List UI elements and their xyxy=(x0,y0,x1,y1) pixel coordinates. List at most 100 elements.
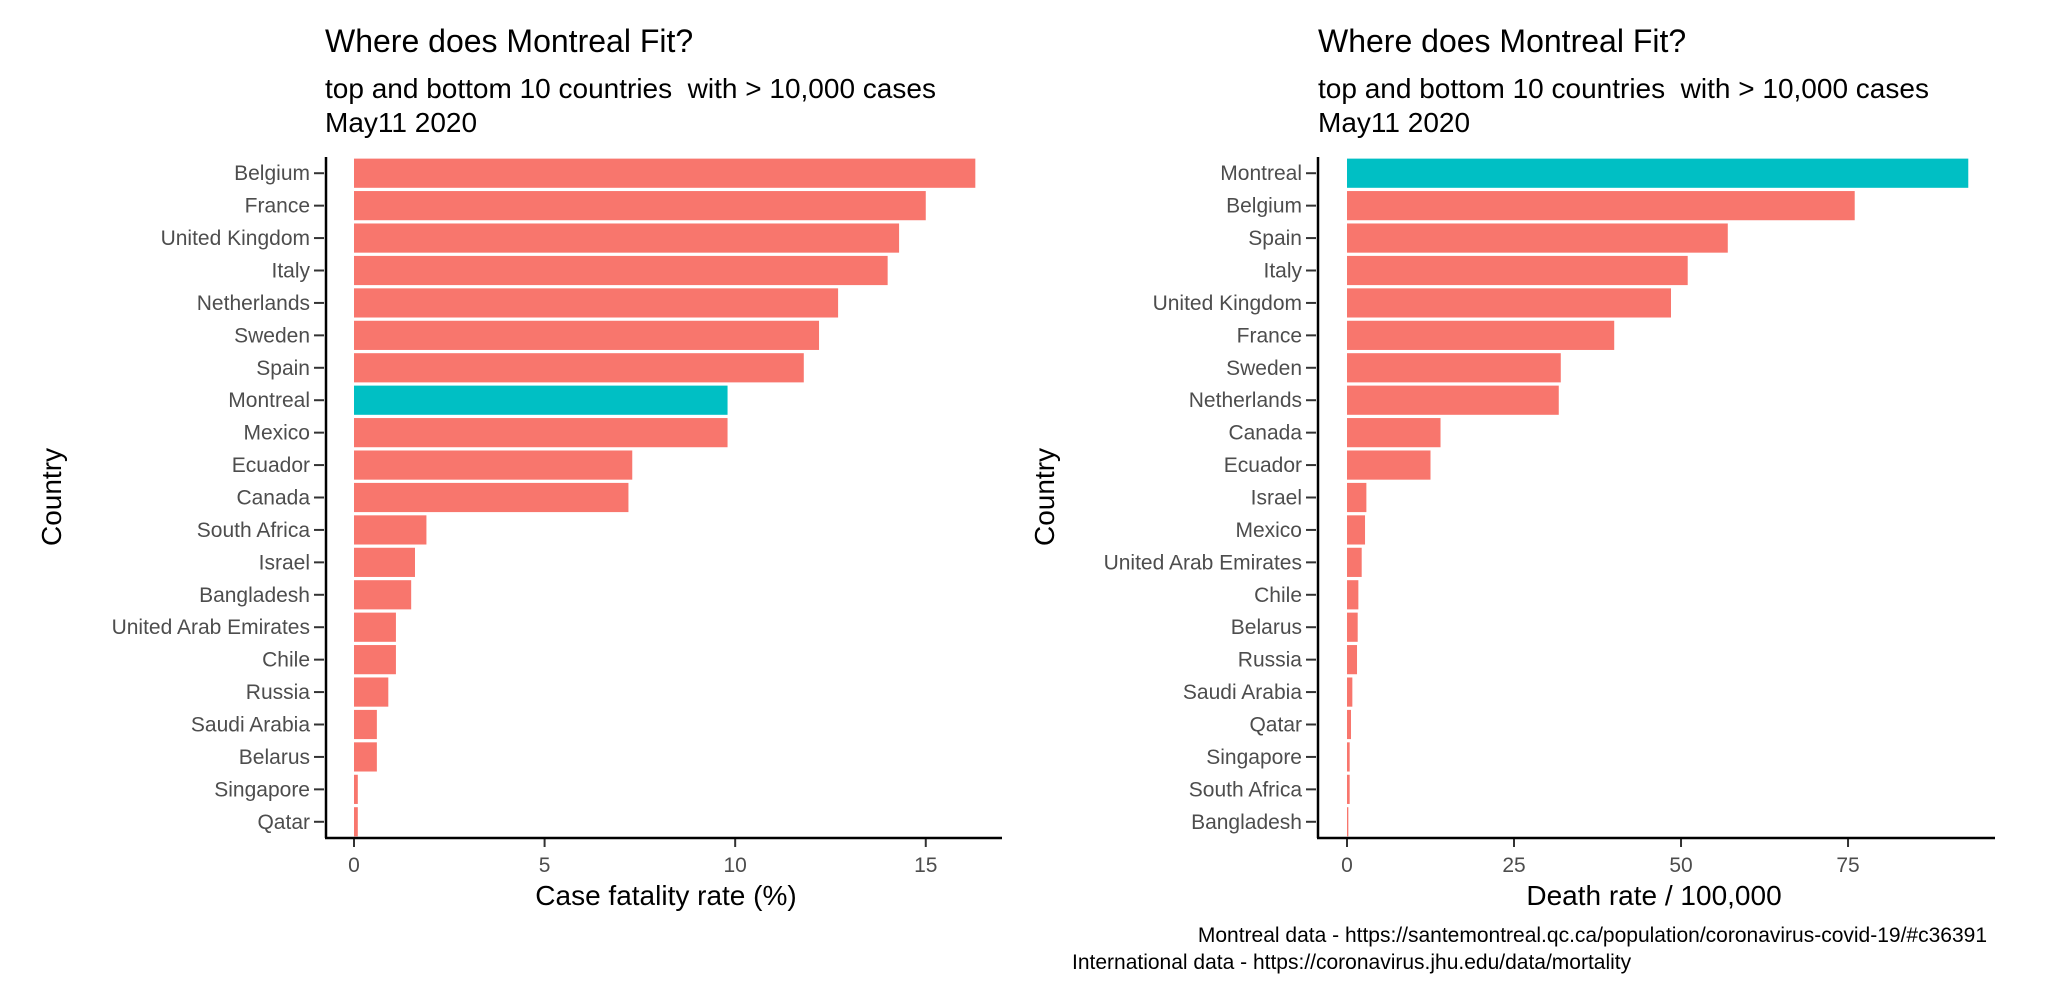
bar-russia xyxy=(1347,645,1358,675)
category-label-russia: Russia xyxy=(246,681,311,704)
x-axis-title: Death rate / 100,000 xyxy=(1526,880,1781,911)
bar-united-kingdom xyxy=(354,223,900,253)
category-label-qatar: Qatar xyxy=(257,811,310,834)
category-label-sweden: Sweden xyxy=(234,324,310,347)
category-label-saudi-arabia: Saudi Arabia xyxy=(1183,681,1302,704)
bar-mexico xyxy=(1347,515,1366,545)
caption-line2: International data - https://coronavirus… xyxy=(1072,951,1632,974)
bar-ecuador xyxy=(1347,450,1431,480)
category-labels: Belgium France United Kingdom Italy Netherla… xyxy=(112,162,324,834)
chart-case-fatality: Where does Montreal Fit? top and bottom … xyxy=(36,23,1002,911)
bar-spain xyxy=(1347,223,1728,253)
category-label-singapore: Singapore xyxy=(1206,746,1302,769)
bar-united-arab-emirates xyxy=(1347,547,1362,577)
chart-title: Where does Montreal Fit? xyxy=(325,23,693,59)
category-label-united-arab-emirates: United Arab Emirates xyxy=(112,616,310,639)
bar-south-africa xyxy=(1347,774,1350,804)
bar-qatar xyxy=(1347,709,1352,740)
chart-subtitle-line2: May11 2020 xyxy=(1318,107,1470,138)
bar-south-africa xyxy=(354,515,427,545)
bar-canada xyxy=(354,482,629,513)
category-label-sweden: Sweden xyxy=(1226,357,1302,380)
chart-subtitle-line1: top and bottom 10 countries with > 10,00… xyxy=(1318,73,1929,104)
category-label-ecuador: Ecuador xyxy=(1224,454,1302,477)
bar-montreal xyxy=(1347,158,1969,188)
category-label-belarus: Belarus xyxy=(1231,616,1302,639)
category-label-united-kingdom: United Kingdom xyxy=(161,227,310,250)
chart-title: Where does Montreal Fit? xyxy=(1318,23,1686,59)
category-label-italy: Italy xyxy=(1263,260,1302,283)
bar-singapore xyxy=(354,774,358,804)
category-label-montreal: Montreal xyxy=(1220,162,1302,185)
category-label-netherlands: Netherlands xyxy=(1189,389,1302,412)
bar-italy xyxy=(1347,255,1688,286)
category-label-south-africa: South Africa xyxy=(1189,778,1303,801)
category-label-canada: Canada xyxy=(236,487,310,510)
bar-sweden xyxy=(354,320,820,350)
bar-france xyxy=(354,191,926,221)
y-axis-title: Country xyxy=(1029,448,1060,546)
x-tick-label: 10 xyxy=(723,854,746,877)
bar-belarus xyxy=(1347,612,1358,642)
category-label-south-africa: South Africa xyxy=(197,519,311,542)
x-tick-label: 75 xyxy=(1836,854,1859,877)
bar-belgium xyxy=(1347,191,1855,221)
category-label-netherlands: Netherlands xyxy=(197,292,310,315)
bar-chile xyxy=(1347,580,1359,610)
category-label-bangladesh: Bangladesh xyxy=(1191,811,1302,834)
bar-bangladesh xyxy=(354,580,412,610)
category-label-ecuador: Ecuador xyxy=(232,454,310,477)
category-label-israel: Israel xyxy=(259,551,310,574)
bar-israel xyxy=(1347,482,1367,513)
bar-bangladesh xyxy=(1347,807,1349,837)
bar-group xyxy=(1347,158,1969,837)
category-label-belgium: Belgium xyxy=(234,162,310,185)
x-tick-label: 5 xyxy=(539,854,551,877)
bar-spain xyxy=(354,353,804,383)
category-label-montreal: Montreal xyxy=(228,389,310,412)
category-label-chile: Chile xyxy=(262,649,310,672)
y-axis-title: Country xyxy=(36,448,67,546)
category-label-belarus: Belarus xyxy=(239,746,310,769)
x-tick-label: 0 xyxy=(1341,854,1353,877)
category-label-russia: Russia xyxy=(1238,649,1303,672)
bar-france xyxy=(1347,320,1615,350)
x-tick-group: 0 5 10 15 xyxy=(348,838,937,877)
bar-russia xyxy=(354,677,389,707)
category-label-united-arab-emirates: United Arab Emirates xyxy=(1104,551,1302,574)
caption-line1: Montreal data - https://santemontreal.qc… xyxy=(1198,924,1987,947)
bar-united-kingdom xyxy=(1347,288,1671,318)
bar-saudi-arabia xyxy=(354,709,377,740)
bar-sweden xyxy=(1347,353,1561,383)
category-label-united-kingdom: United Kingdom xyxy=(1153,292,1302,315)
category-label-belgium: Belgium xyxy=(1226,195,1302,218)
category-label-qatar: Qatar xyxy=(1249,714,1302,737)
bar-mexico xyxy=(354,418,728,448)
chart-subtitle-line2: May11 2020 xyxy=(325,107,477,138)
bar-montreal xyxy=(354,385,728,415)
x-tick-label: 50 xyxy=(1669,854,1692,877)
bar-qatar xyxy=(354,807,358,837)
x-tick-group: 0 25 50 75 xyxy=(1341,838,1860,877)
category-label-saudi-arabia: Saudi Arabia xyxy=(191,714,310,737)
x-tick-label: 25 xyxy=(1502,854,1525,877)
bar-netherlands xyxy=(354,288,839,318)
bar-saudi-arabia xyxy=(1347,677,1353,707)
category-labels: Montreal Belgium Spain Italy United Kingdom F… xyxy=(1104,162,1316,834)
category-label-canada: Canada xyxy=(1228,422,1302,445)
bar-group xyxy=(354,158,976,837)
chart-subtitle-line1: top and bottom 10 countries with > 10,00… xyxy=(325,73,936,104)
bar-united-arab-emirates xyxy=(354,612,396,642)
category-label-mexico: Mexico xyxy=(1235,519,1302,542)
category-label-chile: Chile xyxy=(1254,584,1302,607)
x-axis-title: Case fatality rate (%) xyxy=(535,880,796,911)
bar-belarus xyxy=(354,742,377,772)
bar-chile xyxy=(354,645,396,675)
x-tick-label: 15 xyxy=(914,854,937,877)
bar-singapore xyxy=(1347,742,1350,772)
bar-belgium xyxy=(354,158,976,188)
x-tick-label: 0 xyxy=(348,854,360,877)
category-label-bangladesh: Bangladesh xyxy=(199,584,310,607)
bar-israel xyxy=(354,547,415,577)
